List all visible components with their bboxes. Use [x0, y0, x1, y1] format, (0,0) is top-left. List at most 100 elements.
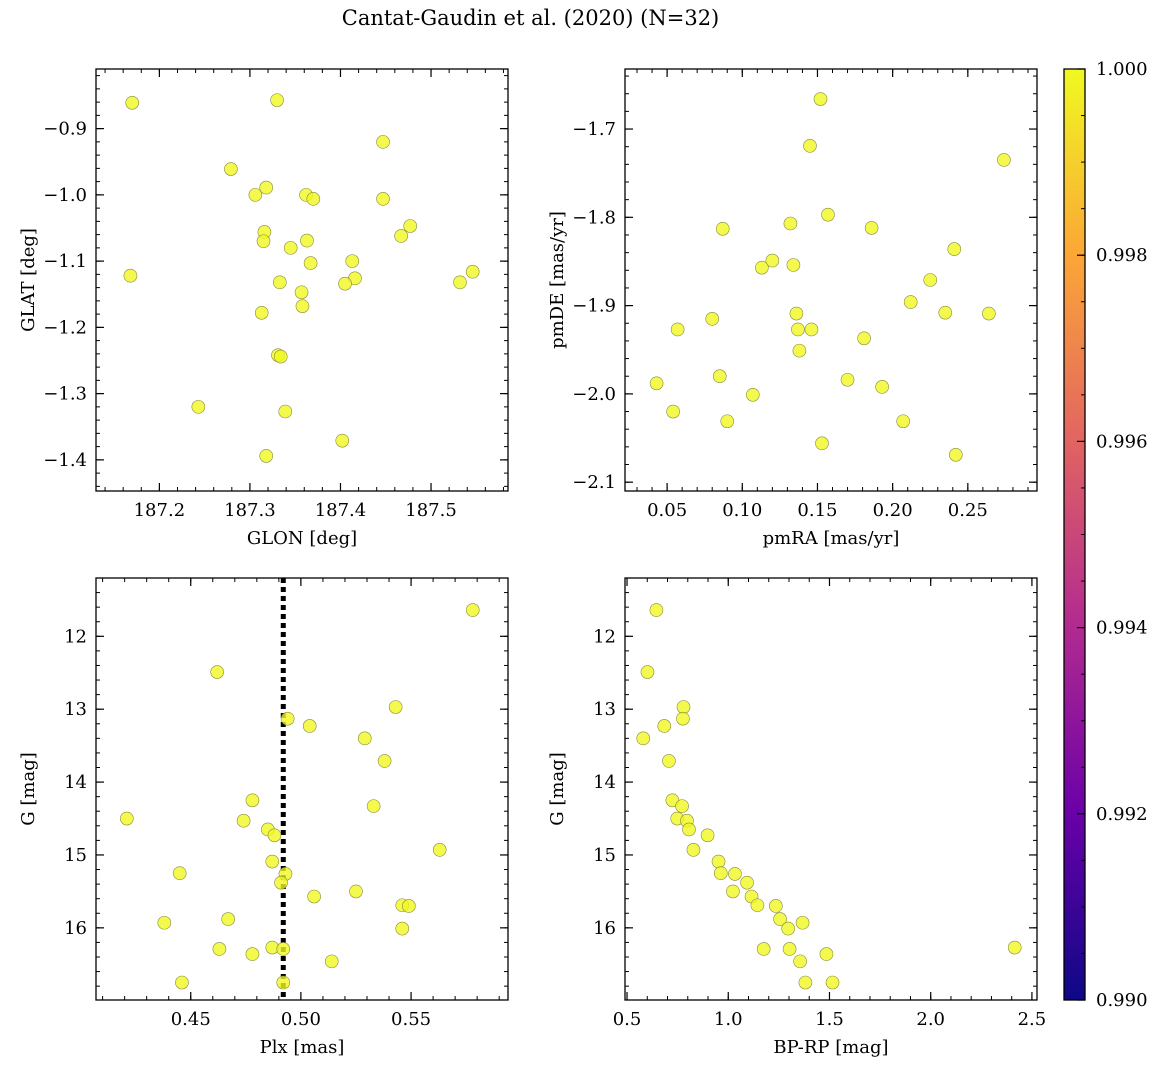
y-tick-label: 12: [593, 626, 616, 647]
y-tick-label: −1.1: [43, 251, 87, 272]
data-point: [306, 192, 321, 206]
axes-frame: [95, 68, 509, 492]
x-axis-label: GLON [deg]: [247, 528, 357, 549]
data-point: [903, 295, 918, 309]
data-point: [357, 731, 372, 746]
data-point: [295, 299, 310, 313]
data-point: [120, 811, 134, 826]
data-point: [786, 258, 801, 272]
data-point: [259, 449, 274, 463]
y-tick-label: 16: [593, 918, 616, 939]
data-point: [307, 889, 321, 904]
y-axis-label: G [mag]: [547, 752, 568, 825]
axes-frame: [624, 68, 1038, 492]
data-point: [636, 731, 651, 746]
data-point: [949, 448, 963, 462]
data-point: [465, 603, 480, 617]
data-point: [273, 349, 288, 364]
data-point: [210, 665, 224, 679]
panel-2: [624, 68, 1038, 492]
data-point: [666, 404, 680, 419]
data-point: [453, 275, 467, 290]
y-tick-label: −0.9: [43, 119, 87, 140]
x-tick-label: 187.4: [315, 500, 367, 521]
data-point: [395, 921, 410, 936]
data-point: [254, 305, 269, 320]
data-point: [765, 253, 780, 268]
data-point: [377, 754, 392, 768]
data-point: [236, 813, 251, 828]
data-point: [781, 921, 795, 936]
data-point: [366, 799, 381, 813]
data-point: [224, 162, 238, 176]
data-point: [715, 221, 730, 236]
data-point: [349, 884, 363, 899]
data-point: [283, 241, 298, 255]
data-point: [755, 260, 769, 275]
data-point: [803, 139, 817, 153]
data-point: [432, 843, 447, 857]
x-tick-label: 0.05: [647, 500, 687, 521]
data-point: [270, 93, 284, 107]
x-tick-label: 187.2: [134, 500, 186, 521]
data-point: [676, 711, 690, 726]
colorbar-tick-label: 0.998: [1096, 245, 1148, 266]
data-point: [670, 322, 685, 337]
data-point: [402, 899, 416, 913]
x-tick-label: 0.25: [948, 500, 988, 521]
data-point: [248, 188, 263, 202]
data-point: [997, 153, 1011, 167]
data-point: [335, 433, 350, 448]
data-point: [791, 322, 805, 337]
data-point: [875, 380, 889, 394]
x-tick-label: 0.50: [281, 1009, 321, 1030]
colorbar-tick-label: 0.992: [1096, 804, 1148, 825]
x-axis-label: BP-RP [mag]: [773, 1037, 888, 1058]
data-point: [640, 665, 655, 679]
data-point: [657, 719, 672, 733]
data-point: [720, 414, 735, 429]
y-tick-label: 15: [64, 845, 87, 866]
data-point: [982, 306, 996, 321]
data-point: [726, 884, 740, 899]
y-axis-label: G [mag]: [18, 752, 39, 825]
figure-title: Cantat-Gaudin et al. (2020) (N=32): [341, 6, 720, 30]
data-point: [302, 719, 317, 733]
data-point: [212, 942, 227, 956]
data-point: [294, 285, 309, 300]
data-point: [740, 875, 754, 890]
data-point: [403, 219, 418, 233]
y-tick-label: 13: [593, 699, 616, 720]
data-point: [278, 404, 293, 419]
colorbar-tick-label: 0.990: [1096, 990, 1148, 1011]
x-tick-label: 1.0: [714, 1009, 743, 1030]
data-point: [300, 233, 314, 248]
y-tick-label: −1.7: [572, 119, 616, 140]
data-point: [713, 866, 728, 880]
data-point: [711, 854, 726, 869]
data-point: [700, 828, 715, 843]
data-point: [274, 875, 288, 890]
data-point: [819, 947, 834, 961]
y-axis-label: GLAT [deg]: [18, 228, 39, 332]
data-point: [157, 915, 172, 930]
data-point: [256, 234, 271, 249]
x-tick-label: 2.0: [916, 1009, 945, 1030]
y-tick-label: 12: [64, 626, 87, 647]
data-point: [815, 436, 829, 451]
data-point: [825, 975, 840, 990]
data-point: [1007, 940, 1022, 955]
data-point: [947, 242, 962, 256]
x-tick-label: 2.5: [1018, 1009, 1047, 1030]
x-tick-label: 187.3: [224, 500, 276, 521]
data-point: [662, 754, 676, 768]
data-point: [649, 376, 664, 391]
data-point: [686, 843, 701, 857]
data-point: [376, 192, 390, 206]
y-axis-label: pmDE [mas/yr]: [547, 211, 568, 349]
data-point: [324, 954, 339, 969]
y-tick-label: 16: [64, 918, 87, 939]
data-point: [175, 975, 189, 990]
data-point: [123, 268, 138, 283]
y-tick-label: −2.1: [572, 472, 616, 493]
